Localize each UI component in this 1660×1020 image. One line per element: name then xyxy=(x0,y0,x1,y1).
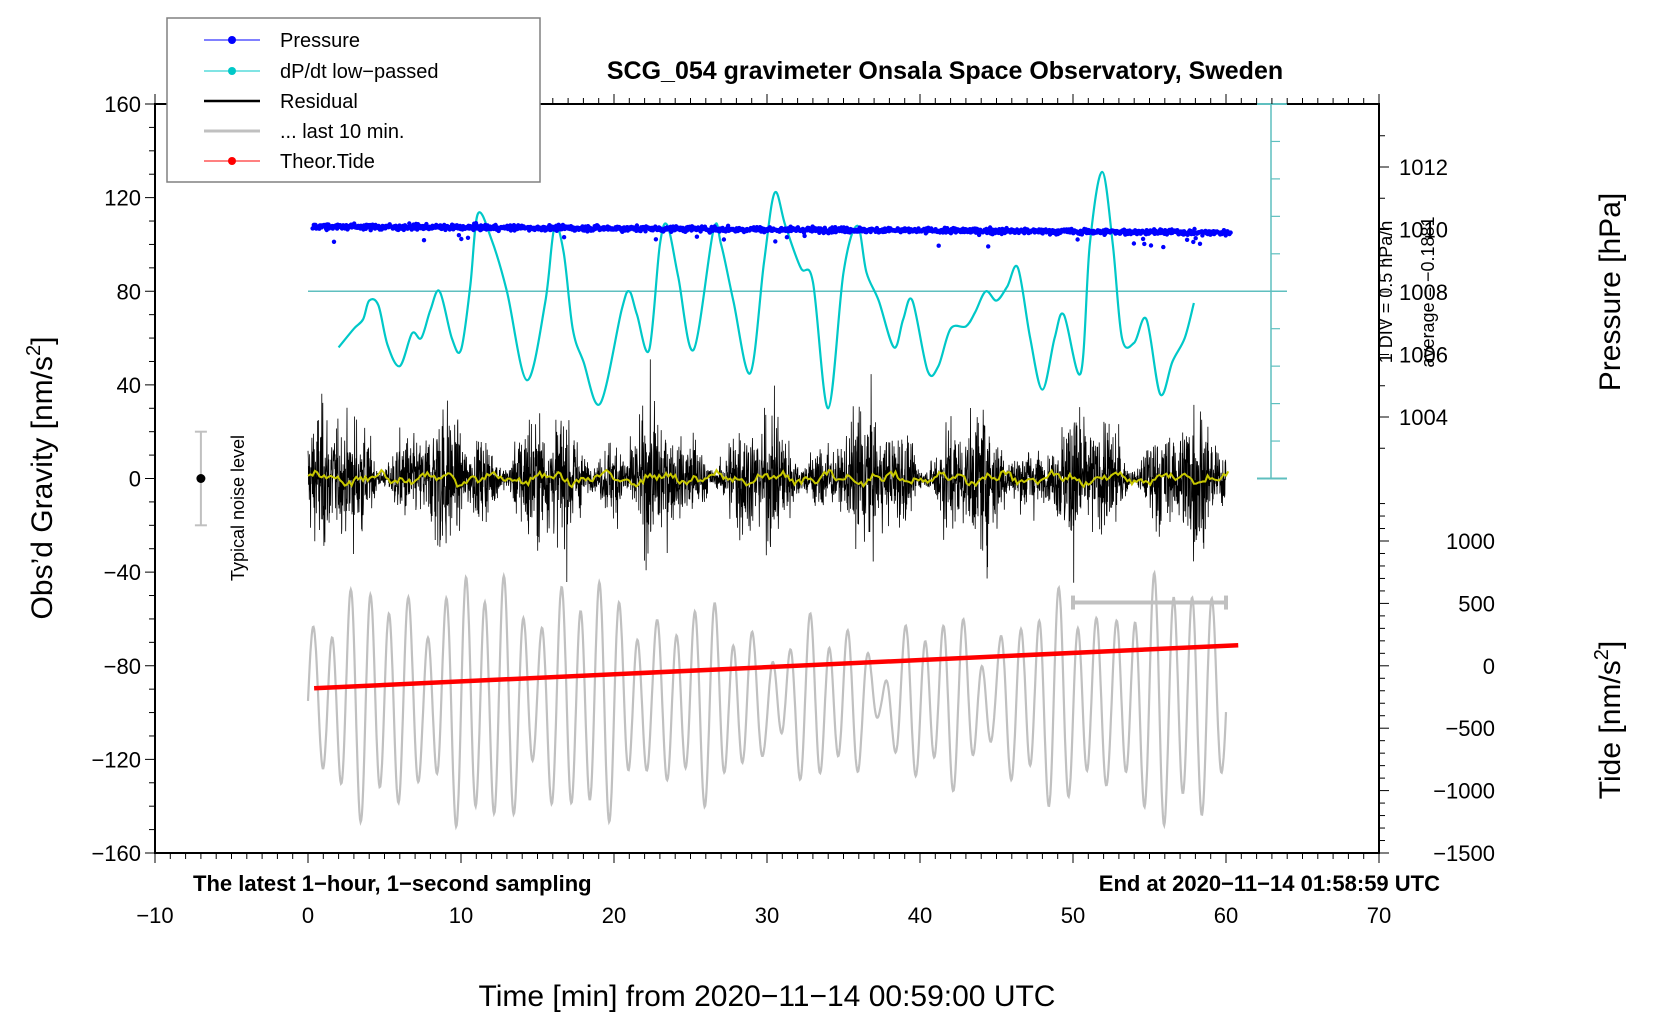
pressure-point xyxy=(1228,230,1233,235)
legend-label-dpdt: dP/dt low−passed xyxy=(280,61,438,83)
y-left-tick-label: −120 xyxy=(91,747,141,772)
y-tide-tick-label: 1000 xyxy=(1446,529,1495,554)
y-pressure-tick-label: 1006 xyxy=(1399,343,1448,368)
legend-tide-marker xyxy=(228,157,236,165)
pressure-point xyxy=(1140,236,1146,242)
pressure-point xyxy=(802,233,807,239)
noise-level-label: Typical noise level xyxy=(228,435,248,581)
x-axis-title: Time [min] from 2020−11−14 00:59:00 UTC xyxy=(479,980,1056,1013)
pressure-point xyxy=(694,234,700,239)
pressure-point xyxy=(1193,236,1198,241)
x-tick-label: −10 xyxy=(136,903,173,928)
x-tick-label: 40 xyxy=(908,903,932,928)
y-pressure-tick-label: 1004 xyxy=(1399,405,1448,430)
pressure-point xyxy=(1131,241,1137,246)
legend-label-last10: ... last 10 min. xyxy=(280,121,405,143)
x-tick-label: 70 xyxy=(1367,903,1391,928)
series-residual-smoothed xyxy=(307,468,1230,489)
sampling-note: The latest 1−hour, 1−second sampling xyxy=(193,871,592,896)
pressure-scale-average-label: average = −0.1881 xyxy=(1418,216,1438,367)
pressure-point xyxy=(721,237,727,242)
y-left-tick-label: 0 xyxy=(129,467,141,492)
x-tick-label: 20 xyxy=(602,903,626,928)
pressure-point xyxy=(1191,239,1196,245)
y-axis-pressure-title: Pressure [hPa] xyxy=(1594,193,1627,391)
pressure-scale-div-label: 1 DIV = 0.5 hPa/h xyxy=(1376,221,1396,364)
noise-bar-center xyxy=(196,474,206,483)
y-left-tick-label: −80 xyxy=(104,654,141,679)
y-left-tick-label: −160 xyxy=(91,841,141,866)
y-tide-tick-label: −500 xyxy=(1445,716,1495,741)
y-left-tick-label: 120 xyxy=(104,186,141,211)
y-pressure-tick-label: 1008 xyxy=(1399,280,1448,305)
y-tide-tick-label: 0 xyxy=(1483,654,1495,679)
y-left-tick-label: −40 xyxy=(104,560,141,585)
legend-label-tide: Theor.Tide xyxy=(280,151,375,173)
pressure-point xyxy=(1142,241,1147,247)
legend: Pressure dP/dt low−passed Residual ... l… xyxy=(166,17,541,183)
legend-label-pressure: Pressure xyxy=(280,30,360,52)
series-dpdt-low-passed xyxy=(337,170,1195,410)
series-pressure xyxy=(310,221,1233,250)
y-pressure-tick-label: 1012 xyxy=(1399,155,1448,180)
pressure-point xyxy=(634,223,640,228)
pressure-point xyxy=(421,238,427,243)
pressure-point xyxy=(653,237,659,242)
x-tick-label: 60 xyxy=(1214,903,1238,928)
pressure-point xyxy=(465,235,471,240)
pressure-point xyxy=(1184,237,1190,242)
y-left-tick-label: 80 xyxy=(117,279,141,304)
pressure-point xyxy=(986,244,991,249)
x-tick-label: 10 xyxy=(449,903,473,928)
y-left-tick-label: 160 xyxy=(104,92,141,117)
pressure-point xyxy=(1161,244,1166,250)
axis-layer: −10 0 10 20 30 40 50 60 70 160 120 80 40 0 −40 −80 −120 −… xyxy=(91,92,1495,928)
y-tide-tick-label: 500 xyxy=(1458,591,1495,616)
y-axis-left-title: Obs’d Gravity [nm/s2] xyxy=(23,337,59,620)
pressure-point xyxy=(331,239,337,244)
pressure-point xyxy=(1197,241,1203,246)
pressure-point xyxy=(936,243,941,248)
legend-dpdt-marker xyxy=(228,67,236,75)
end-time-note: End at 2020−11−14 01:58:59 UTC xyxy=(1099,871,1440,896)
pressure-point xyxy=(459,236,464,242)
y-left-tick-label: 40 xyxy=(117,373,141,398)
y-axis-tide-title: Tide [nm/s2] xyxy=(1591,641,1627,799)
series-layer xyxy=(306,170,1287,831)
pressure-point xyxy=(561,235,567,240)
pressure-point xyxy=(1192,226,1197,232)
pressure-point xyxy=(643,229,648,234)
series-residual xyxy=(307,359,1227,583)
y-tide-tick-label: −1000 xyxy=(1433,779,1495,804)
y-pressure-tick-label: 1010 xyxy=(1399,218,1448,243)
pressure-point xyxy=(976,232,982,238)
legend-pressure-marker xyxy=(228,36,236,44)
pressure-point xyxy=(1075,237,1080,242)
pressure-point xyxy=(456,233,462,238)
pressure-point xyxy=(1148,243,1154,248)
y-tide-tick-label: −1500 xyxy=(1433,841,1495,866)
series-theoretical-tide xyxy=(314,642,1239,691)
chart-title: SCG_054 gravimeter Onsala Space Observat… xyxy=(607,57,1283,85)
pressure-point xyxy=(1040,231,1045,236)
x-tick-label: 0 xyxy=(302,903,314,928)
pressure-point xyxy=(773,239,778,244)
legend-label-residual: Residual xyxy=(280,91,358,113)
series-last-10-min xyxy=(306,569,1228,831)
x-tick-label: 50 xyxy=(1061,903,1085,928)
x-tick-label: 30 xyxy=(755,903,779,928)
pressure-point xyxy=(784,235,790,240)
